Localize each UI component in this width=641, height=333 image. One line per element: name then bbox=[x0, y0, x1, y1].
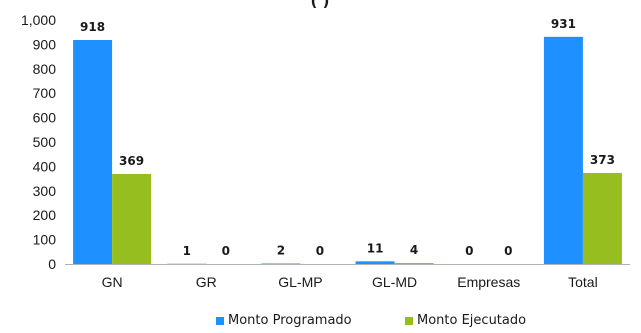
y-tick-label: 0 bbox=[48, 256, 56, 272]
legend-label-ejecutado: Monto Ejecutado bbox=[417, 313, 527, 328]
chart-title: ( ) bbox=[311, 0, 330, 10]
y-tick-label: 1,000 bbox=[21, 12, 56, 28]
data-label: 373 bbox=[590, 153, 615, 167]
data-label: 0 bbox=[504, 244, 512, 258]
data-label: 4 bbox=[410, 243, 418, 257]
x-tick-label: GL-MP bbox=[278, 274, 322, 290]
y-tick-label: 800 bbox=[33, 61, 57, 77]
data-label: 918 bbox=[80, 20, 105, 34]
data-label: 11 bbox=[367, 241, 384, 255]
bar-monto-programado-gn bbox=[73, 40, 113, 265]
y-tick-label: 900 bbox=[33, 36, 57, 52]
y-tick-label: 400 bbox=[33, 158, 57, 174]
legend-item-programado: Monto Programado bbox=[216, 313, 352, 328]
data-label: 931 bbox=[551, 17, 576, 31]
x-tick-label: Empresas bbox=[457, 274, 520, 290]
data-label: 0 bbox=[222, 244, 230, 258]
legend-swatch-programado bbox=[216, 316, 224, 325]
bar-monto-programado-total bbox=[543, 36, 583, 264]
bar-monto-ejecutado-gl-md bbox=[394, 263, 434, 264]
x-tick-label: GL-MD bbox=[372, 274, 417, 290]
y-tick-label: 300 bbox=[33, 183, 57, 199]
data-label: 369 bbox=[119, 154, 144, 168]
legend-swatch-ejecutado bbox=[405, 316, 413, 325]
y-axis: 0 100 200 300 400 500 600 700 800 900 1,000 bbox=[21, 12, 56, 272]
legend: Monto Programado Monto Ejecutado bbox=[0, 313, 641, 333]
y-tick-label: 500 bbox=[33, 134, 57, 150]
bar-monto-programado-gl-md bbox=[355, 261, 395, 264]
data-label: 2 bbox=[277, 244, 285, 258]
bar-monto-ejecutado-total bbox=[582, 172, 622, 264]
data-labels-group: 918 369 1 0 2 0 11 4 0 0 931 373 bbox=[80, 17, 615, 258]
y-tick-label: 700 bbox=[33, 85, 57, 101]
data-label: 1 bbox=[183, 244, 191, 258]
y-tick-label: 200 bbox=[33, 207, 57, 223]
x-tick-label: GN bbox=[102, 274, 123, 290]
bar-monto-ejecutado-gn bbox=[112, 173, 152, 264]
legend-item-ejecutado: Monto Ejecutado bbox=[405, 313, 526, 328]
y-tick-label: 100 bbox=[33, 232, 57, 248]
legend-label-programado: Monto Programado bbox=[228, 313, 352, 328]
x-tick-label: GR bbox=[196, 274, 217, 290]
y-tick-label: 600 bbox=[33, 110, 57, 126]
bars-group bbox=[73, 36, 622, 265]
data-label: 0 bbox=[465, 244, 473, 258]
x-axis: GN GR GL-MP GL-MD Empresas Total bbox=[65, 264, 630, 290]
x-tick-label: Total bbox=[568, 274, 598, 290]
data-label: 0 bbox=[316, 244, 324, 258]
